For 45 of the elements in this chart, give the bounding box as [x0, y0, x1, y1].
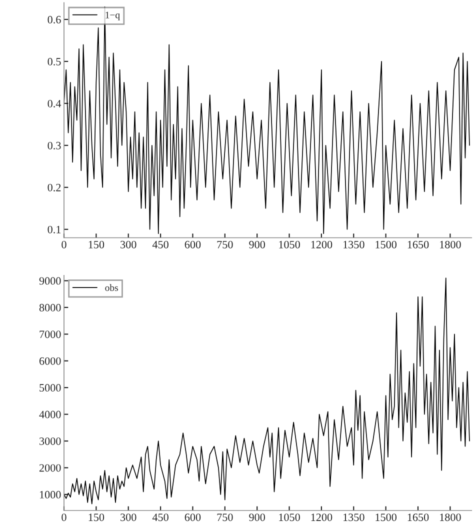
x-tick-label: 0	[62, 514, 66, 522]
y-tick-label: 2000	[39, 464, 61, 472]
x-tick-label: 1500	[376, 514, 396, 522]
x-tick-label: 150	[88, 240, 104, 248]
x-tick-label: 750	[217, 240, 233, 248]
legend-label: obs	[105, 284, 118, 292]
x-tick-label: 1050	[279, 514, 300, 522]
x-tick-label: 600	[184, 240, 201, 248]
x-tick-label: 1650	[408, 514, 429, 522]
x-tick-label: 300	[120, 240, 136, 248]
x-tick-label: 150	[88, 514, 104, 522]
x-tick-label: 1800	[440, 514, 461, 522]
y-tick-label: 0.1	[48, 226, 61, 234]
y-tick-label: 9000	[39, 277, 61, 285]
x-tick-label: 1050	[279, 240, 300, 248]
y-tick-label: 0.2	[48, 184, 61, 192]
x-tick-label: 1350	[343, 240, 364, 248]
x-tick-label: 300	[120, 514, 136, 522]
y-tick-label: 5000	[40, 384, 61, 392]
y-tick-label: 7000	[40, 330, 61, 338]
y-tick-label: 8000	[39, 304, 61, 312]
legend-label: 1−q	[106, 12, 120, 20]
x-tick-label: 1800	[440, 240, 461, 248]
x-tick-label: 1350	[343, 514, 364, 522]
y-tick-label: 0.6	[48, 16, 61, 24]
x-tick-label: 1200	[311, 514, 332, 522]
line-series	[64, 6, 470, 234]
y-tick-label: 0.5	[48, 58, 61, 66]
y-tick-label: 1000	[40, 490, 61, 498]
x-tick-label: 750	[217, 514, 233, 522]
line-series	[64, 278, 470, 504]
x-tick-label: 450	[152, 240, 168, 248]
y-tick-label: 4000	[39, 410, 61, 418]
x-tick-label: 900	[249, 514, 265, 522]
x-tick-label: 450	[152, 514, 168, 522]
y-tick-label: 0.4	[48, 100, 62, 108]
y-tick-label: 6000	[39, 357, 61, 365]
x-tick-label: 1200	[311, 240, 332, 248]
x-tick-label: 0	[62, 240, 66, 248]
x-tick-label: 1500	[376, 240, 396, 248]
x-tick-label: 600	[184, 514, 201, 522]
y-tick-label: 3000	[40, 437, 61, 445]
y-tick-label: 0.3	[48, 142, 61, 150]
x-tick-label: 900	[249, 240, 265, 248]
x-tick-label: 1650	[408, 240, 429, 248]
